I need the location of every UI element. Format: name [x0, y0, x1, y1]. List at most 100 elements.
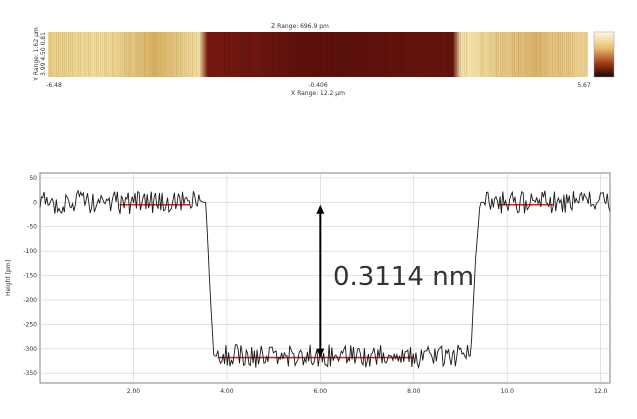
afm-streak: [384, 32, 386, 77]
afm-streak: [492, 32, 494, 77]
afm-streak: [96, 32, 98, 77]
x-range-label: X Range: 12.2 µm: [291, 90, 345, 97]
afm-streak: [182, 32, 184, 77]
afm-streak: [496, 32, 498, 77]
afm-streak: [104, 32, 106, 77]
afm-streak: [92, 32, 93, 77]
afm-streak: [300, 32, 302, 77]
afm-streak: [356, 32, 358, 77]
afm-height-image: Z Range: 696.9 pm Y Range: 1.62 µm 3.99 …: [33, 23, 615, 97]
afm-streak: [480, 32, 482, 77]
afm-streak: [124, 32, 126, 77]
afm-streak: [466, 32, 468, 77]
y-tick-label: 50: [29, 175, 37, 182]
afm-streak: [312, 32, 313, 77]
afm-streak: [324, 32, 325, 77]
afm-streak: [372, 32, 374, 77]
afm-streak: [66, 32, 68, 77]
afm-streak: [580, 32, 582, 77]
afm-streak: [502, 32, 504, 77]
afm-streak: [348, 32, 350, 77]
afm-streak: [514, 32, 516, 77]
afm-streak: [446, 32, 448, 77]
afm-streak: [72, 32, 74, 77]
afm-streak: [544, 32, 546, 77]
afm-streak: [180, 32, 182, 77]
x-tick-right: 5.67: [577, 82, 591, 89]
afm-streak: [106, 32, 108, 77]
afm-streak: [76, 32, 78, 77]
afm-streak: [410, 32, 411, 77]
afm-streak: [168, 32, 170, 77]
afm-streak: [330, 32, 332, 77]
afm-streak: [440, 32, 442, 77]
afm-streak: [242, 32, 244, 77]
afm-streak: [82, 32, 83, 77]
afm-streak: [508, 32, 509, 77]
afm-streak: [460, 32, 462, 77]
afm-streak: [476, 32, 477, 77]
afm-streak: [386, 32, 388, 77]
afm-streak: [178, 32, 180, 77]
afm-streak: [296, 32, 297, 77]
y-tick-label: 0: [33, 199, 37, 206]
afm-streak: [414, 32, 416, 77]
afm-streak: [232, 32, 234, 77]
afm-streak: [326, 32, 328, 77]
afm-streak: [166, 32, 168, 77]
afm-streak: [266, 32, 268, 77]
afm-streak: [80, 32, 82, 77]
afm-streak: [316, 32, 318, 77]
afm-streak: [256, 32, 257, 77]
afm-streak: [112, 32, 114, 77]
afm-streak: [448, 32, 450, 77]
afm-streak: [332, 32, 334, 77]
afm-streak: [286, 32, 288, 77]
afm-streak: [456, 32, 458, 77]
afm-streak: [426, 32, 427, 77]
afm-streak: [430, 32, 432, 77]
afm-streak: [144, 32, 146, 77]
afm-streak: [564, 32, 566, 77]
afm-streak: [438, 32, 440, 77]
afm-streak: [318, 32, 320, 77]
y-range-label: Y Range: 1.62 µm: [33, 27, 40, 82]
afm-streak: [342, 32, 344, 77]
afm-streak: [128, 32, 130, 77]
afm-streak: [198, 32, 200, 77]
afm-streak: [428, 32, 430, 77]
afm-streak: [406, 32, 407, 77]
y-axis-label: Height [pm]: [5, 260, 12, 296]
afm-streak: [462, 32, 464, 77]
afm-streak: [252, 32, 253, 77]
afm-streak: [262, 32, 264, 77]
afm-streak: [130, 32, 132, 77]
afm-streak: [498, 32, 500, 77]
afm-streak: [270, 32, 272, 77]
afm-streak: [292, 32, 293, 77]
y-tick-label: -100: [23, 248, 37, 255]
afm-streak: [204, 32, 206, 77]
afm-streak: [468, 32, 469, 77]
afm-streak: [94, 32, 96, 77]
afm-streak: [156, 32, 158, 77]
afm-streak: [558, 32, 560, 77]
afm-streak: [358, 32, 360, 77]
x-tick-label: 8.00: [407, 388, 421, 395]
afm-streak: [254, 32, 256, 77]
afm-streak: [554, 32, 555, 77]
afm-streak: [86, 32, 88, 77]
step-height-annotation: 0.3114 nm: [333, 262, 474, 292]
afm-streak: [510, 32, 512, 77]
afm-streak: [352, 32, 354, 77]
afm-streak: [134, 32, 136, 77]
afm-streak: [570, 32, 572, 77]
afm-streak: [60, 32, 62, 77]
afm-streak: [282, 32, 284, 77]
y-axis-ticks: 50 0 -50 -100 -150 -200 -250 -300 -350: [23, 175, 37, 377]
afm-texture-streaks: [50, 32, 588, 77]
afm-streak: [542, 32, 543, 77]
afm-streak: [586, 32, 588, 77]
afm-streak: [274, 32, 276, 77]
afm-streak: [238, 32, 240, 77]
